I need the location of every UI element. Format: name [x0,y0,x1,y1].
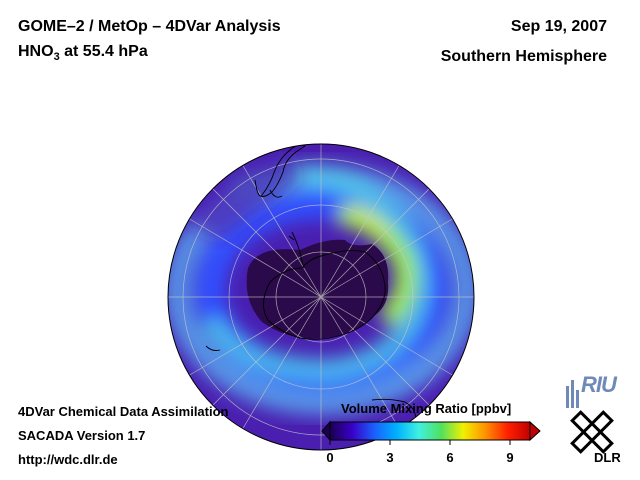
colorbar-title: Volume Mixing Ratio [ppbv] [341,401,512,416]
species-subscript: 3 [53,51,60,64]
dlr-logo [570,410,614,454]
analysis-date: Sep 19, 2007 [510,18,607,35]
page-title: GOME–2 / MetOp – 4DVar Analysis [18,18,281,35]
riu-logo-icon [566,380,579,408]
graticule [168,144,474,450]
colorbar-gradient [329,421,531,441]
peak-band [338,205,416,328]
riu-logo-text: RIU [581,372,617,397]
species-name: HNO [18,43,54,60]
colorbar-tick-label: 3 [386,450,394,465]
region-label: Southern Hemisphere [440,48,607,65]
footer-url[interactable]: http://wdc.dlr.de [18,452,118,467]
dlr-logo-text: DLR [594,450,621,465]
species-level: HNO3 at 55.4 hPa [18,43,148,63]
colorbar-high-arrow [529,420,541,442]
colorbar-tick-label: 9 [506,450,514,465]
globe-outline [167,143,475,451]
depletion-region [246,239,389,339]
colorbar-ticks [329,440,511,445]
colorbar-tick-label: 6 [446,450,454,465]
colorbar [321,420,541,445]
colorbar-tick-label: 0 [326,450,334,465]
footer-line-2: SACADA Version 1.7 [18,428,146,443]
footer-line-1: 4DVar Chemical Data Assimilation [18,404,229,419]
pressure-level: at 55.4 hPa [59,43,148,60]
